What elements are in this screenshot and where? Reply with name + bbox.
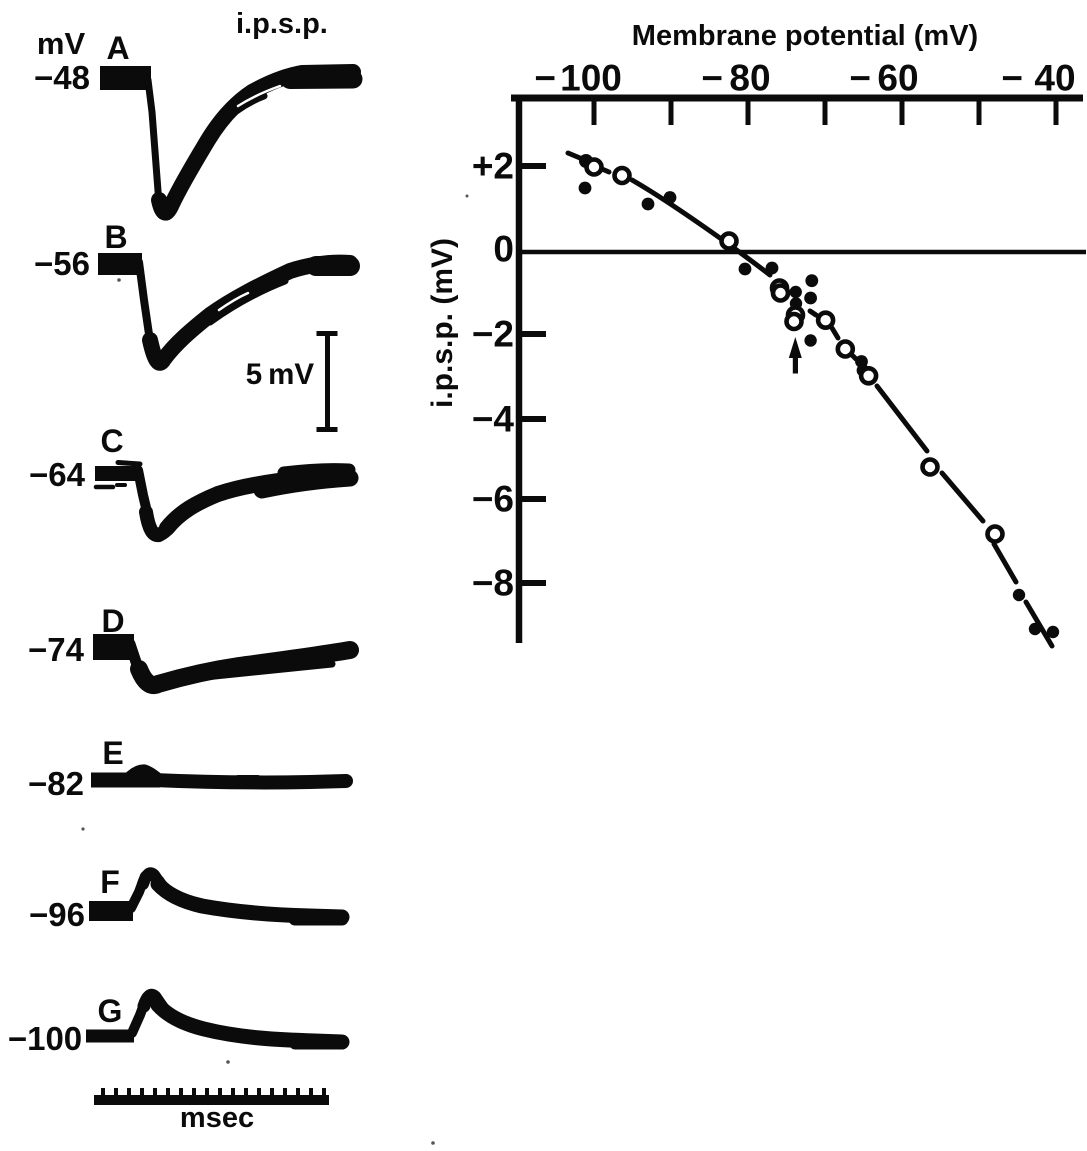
svg-text:−: −	[1001, 58, 1023, 99]
svg-text:−56: −56	[34, 245, 90, 282]
svg-text:−: −	[849, 58, 871, 99]
svg-text:D: D	[101, 603, 124, 639]
svg-text:−64: −64	[29, 456, 86, 493]
svg-text:−8: −8	[472, 563, 514, 604]
svg-text:i.p.s.p.: i.p.s.p.	[236, 8, 328, 40]
svg-text:F: F	[100, 864, 120, 900]
svg-text:0: 0	[493, 229, 514, 270]
svg-text:E: E	[102, 735, 123, 771]
svg-text:−: −	[701, 58, 723, 99]
svg-text:i.p.s.p. (mV): i.p.s.p. (mV)	[426, 238, 459, 408]
svg-text:−: −	[534, 58, 556, 99]
svg-text:A: A	[106, 30, 129, 66]
svg-text:+2: +2	[472, 146, 514, 187]
svg-text:C: C	[100, 423, 123, 459]
svg-text:−2: −2	[472, 314, 514, 355]
svg-text:B: B	[104, 219, 127, 255]
svg-text:msec: msec	[180, 1102, 254, 1134]
svg-text:5 mV: 5 mV	[246, 358, 315, 391]
svg-text:−48: −48	[34, 59, 90, 96]
svg-text:80: 80	[729, 58, 770, 99]
svg-text:mV: mV	[37, 26, 86, 61]
svg-text:−96: −96	[29, 896, 85, 933]
svg-text:−6: −6	[472, 479, 514, 520]
svg-text:−82: −82	[28, 765, 84, 802]
svg-text:G: G	[98, 993, 123, 1029]
svg-text:60: 60	[877, 58, 918, 99]
svg-text:−4: −4	[472, 399, 515, 440]
svg-text:40: 40	[1034, 58, 1075, 99]
svg-text:−74: −74	[28, 631, 85, 668]
svg-text:Membrane potential (mV): Membrane potential (mV)	[632, 20, 978, 52]
svg-text:100: 100	[560, 58, 622, 99]
svg-text:−100: −100	[8, 1020, 82, 1057]
